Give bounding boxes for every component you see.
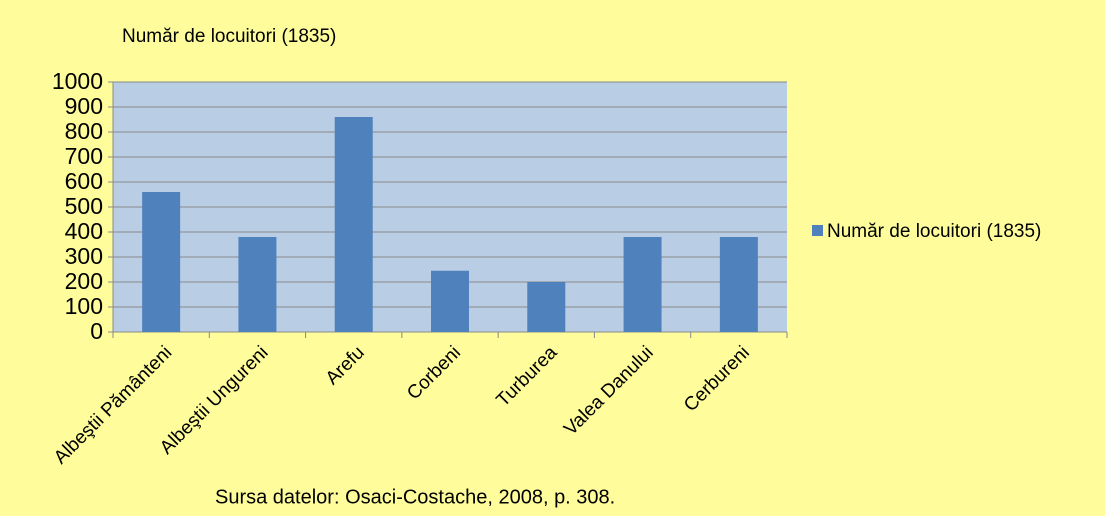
bar xyxy=(238,237,277,332)
bar xyxy=(719,237,758,332)
y-tick-label: 300 xyxy=(65,243,103,269)
bar xyxy=(527,282,566,332)
y-tick-label: 0 xyxy=(90,318,103,344)
y-tick-label: 700 xyxy=(65,143,103,169)
legend-swatch xyxy=(812,225,823,236)
bar xyxy=(431,270,469,332)
bar xyxy=(142,192,181,332)
y-tick-label: 100 xyxy=(65,293,103,319)
y-tick-label: 1000 xyxy=(52,68,103,94)
y-tick-label: 900 xyxy=(65,93,103,119)
source-note: Sursa datelor: Osaci-Costache, 2008, p. … xyxy=(215,486,615,508)
y-tick-label: 500 xyxy=(65,193,103,219)
y-tick-label: 400 xyxy=(65,218,103,244)
y-tick-label: 600 xyxy=(65,168,103,194)
y-tick-label: 200 xyxy=(65,268,103,294)
bar xyxy=(623,237,662,332)
bar xyxy=(334,117,373,332)
y-tick-label: 800 xyxy=(65,118,103,144)
chart-title: Număr de locuitori (1835) xyxy=(122,26,336,47)
legend-label: Număr de locuitori (1835) xyxy=(827,221,1041,242)
